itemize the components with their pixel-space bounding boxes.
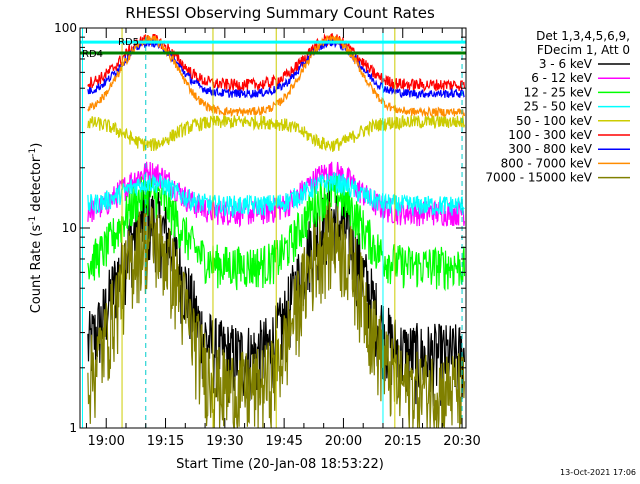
legend-entry-label: 300 - 800 keV — [508, 142, 592, 156]
y-tick-label: 10 — [62, 221, 77, 235]
legend-header-line-2: FDecim 1, Att 0 — [537, 43, 630, 57]
legend-entry-label: 12 - 25 keV — [524, 85, 593, 99]
legend-entry-label: 25 - 50 keV — [524, 100, 593, 114]
legend-entry-label: 50 - 100 keV — [516, 114, 593, 128]
flag-bar-label: RD4 — [82, 49, 103, 60]
x-axis-ticks: 19:00 19:15 19:30 19:45 20:00 20:15 20:30 — [85, 28, 481, 449]
flag-bars-group: RD4 RD5 — [80, 37, 466, 60]
x-tick-label: 20:15 — [384, 434, 421, 449]
legend-header-line-1: Det 1,3,4,5,6,9, — [536, 29, 630, 43]
y-tick-label: 100 — [54, 21, 77, 35]
x-tick-label: 19:15 — [147, 434, 184, 449]
legend-entry-label: 6 - 12 keV — [531, 71, 593, 85]
legend-entry-label: 100 - 300 keV — [508, 128, 592, 142]
x-tick-label: 20:00 — [325, 434, 362, 449]
chart-title: RHESSI Observing Summary Count Rates — [125, 4, 435, 22]
legend-entry-label: 7000 - 15000 keV — [485, 171, 592, 185]
legend-entry-label: 800 - 7000 keV — [501, 156, 593, 170]
x-tick-label: 19:00 — [87, 434, 124, 449]
footer-timestamp: 13-Oct-2021 17:06 — [560, 468, 636, 477]
y-axis-label: Count Rate (s-1 detector-1) — [28, 143, 44, 314]
legend: Det 1,3,4,5,6,9, FDecim 1, Att 0 3 - 6 k… — [485, 29, 630, 185]
y-axis-ticks: 1 10 100 — [54, 21, 466, 435]
flag-bar-label: RD5 — [118, 37, 139, 48]
x-axis-label: Start Time (20-Jan-08 18:53:22) — [176, 457, 384, 472]
y-tick-label: 1 — [69, 421, 77, 435]
x-tick-label: 19:30 — [206, 434, 243, 449]
x-tick-label: 20:30 — [443, 434, 480, 449]
legend-entry-label: 3 - 6 keV — [539, 57, 593, 71]
x-tick-label: 19:45 — [265, 434, 302, 449]
